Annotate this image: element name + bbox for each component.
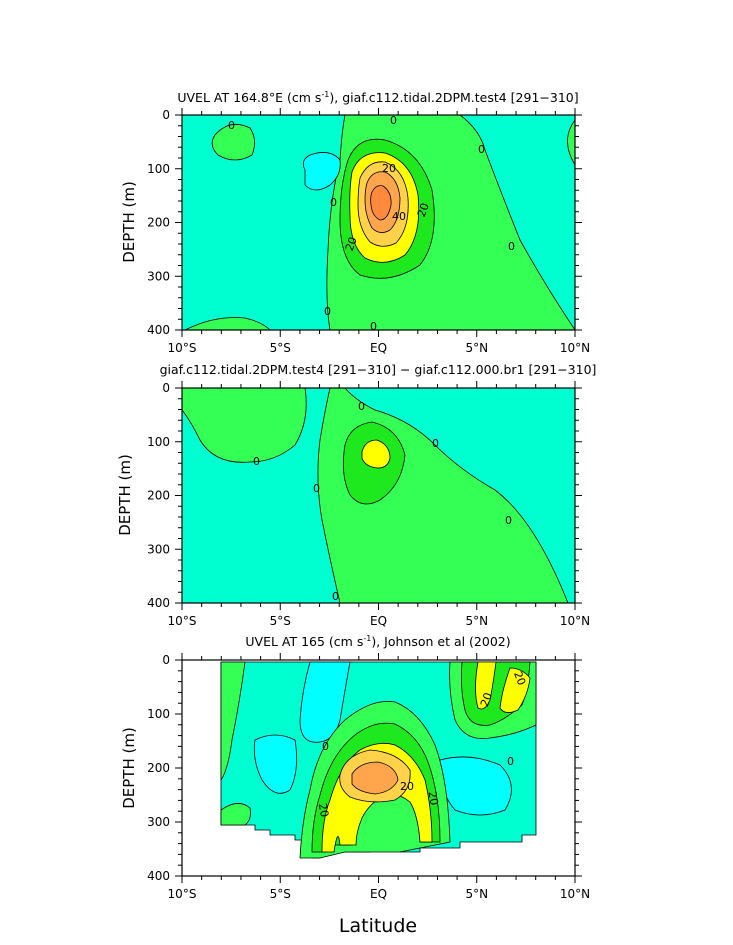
x-tick-label: 10°N	[560, 341, 590, 355]
panel-1-title: UVEL AT 164.8°E (cm s-1), giaf.c112.tida…	[177, 90, 578, 105]
panel-1-contours	[182, 115, 575, 330]
p3-clabel: 0	[507, 755, 514, 768]
p2-clabel: 0	[432, 437, 439, 450]
panel-1: UVEL AT 164.8°E (cm s-1), giaf.c112.tida…	[120, 90, 590, 355]
y-tick-label: 100	[147, 435, 170, 449]
p3-clabel: 20	[425, 790, 440, 806]
p3-clabel: 20	[400, 780, 414, 793]
p3-fill-yellow-right-arm-2	[499, 667, 531, 713]
p1-clabel: 0	[228, 119, 235, 132]
y-tick-label: 100	[147, 707, 170, 721]
panel-3: UVEL AT 165 (cm s-1), Johnson et al (200…	[120, 634, 590, 937]
p3-clabel: 20	[316, 802, 331, 818]
p1-clabel: 20	[343, 235, 360, 253]
x-tick-label: 10°N	[560, 887, 590, 901]
x-tick-label: 10°S	[168, 887, 197, 901]
panel-1-contour-labels: 0 0 0 0 0 0 0 20 20 40 20	[228, 114, 515, 333]
x-tick-label: 5°S	[270, 887, 291, 901]
panel-2-contour-labels: 0 0 0 0 0 0	[253, 400, 512, 603]
x-tick-label: 5°N	[465, 614, 488, 628]
p1-clabel: 20	[382, 162, 396, 175]
p3-fill-cyan-2	[253, 734, 298, 794]
x-tick-label: 5°N	[465, 887, 488, 901]
panel-2-title: giaf.c112.tidal.2DPM.test4 [291−310] − g…	[160, 362, 597, 377]
p1-clabel: 20	[415, 201, 432, 219]
panel-3-xlabel: Latitude	[339, 915, 417, 937]
panel-2: giaf.c112.tidal.2DPM.test4 [291−310] − g…	[116, 362, 596, 628]
y-tick-label: 0	[162, 653, 170, 667]
p2-clabel: 0	[358, 400, 365, 413]
y-tick-label: 300	[147, 269, 170, 283]
y-tick-label: 300	[147, 542, 170, 556]
panel-3-ylabel: DEPTH (m)	[120, 727, 138, 809]
p1-clabel: 0	[324, 305, 331, 318]
p1-clabel: 0	[390, 114, 397, 127]
p1-clabel: 0	[370, 320, 377, 333]
panel-2-axes: 10°S 5°S EQ 5°N 10°N 0 100 200 300 400	[147, 381, 590, 628]
p3-fill-green-bottom-left	[220, 803, 251, 826]
p3-clabel: 20	[511, 670, 528, 688]
p3-fill-cyan-1	[299, 661, 351, 743]
y-tick-label: 300	[147, 815, 170, 829]
p2-clabel: 0	[332, 590, 339, 603]
panel-3-title: UVEL AT 165 (cm s-1), Johnson et al (200…	[245, 634, 510, 649]
y-tick-label: 100	[147, 162, 170, 176]
y-tick-label: 200	[147, 489, 170, 503]
p3-clabel: 20	[478, 691, 495, 709]
x-tick-label: EQ	[370, 341, 387, 355]
x-tick-label: EQ	[370, 614, 387, 628]
p3-fill-orange-core	[351, 761, 399, 795]
panel-3-contour-labels: 0 20 20 20 20 20 0	[316, 670, 528, 819]
y-tick-label: 200	[147, 761, 170, 775]
panel-2-ylabel: DEPTH (m)	[116, 454, 134, 536]
panel-1-ylabel: DEPTH (m)	[120, 181, 138, 263]
y-tick-label: 0	[162, 381, 170, 395]
p1-clabel: 0	[330, 196, 337, 209]
x-tick-label: 5°S	[270, 614, 291, 628]
p2-clabel: 0	[253, 455, 260, 468]
panel-3-contours	[220, 661, 537, 859]
p1-clabel: 0	[478, 143, 485, 156]
p3-fill-green-left-strip	[220, 661, 246, 782]
p2-clabel: 0	[313, 482, 320, 495]
panel-2-contours	[182, 388, 575, 603]
x-tick-label: 10°S	[168, 341, 197, 355]
p1-fill-cyan-patch	[302, 152, 341, 191]
x-tick-label: EQ	[370, 887, 387, 901]
p2-fill-green-left	[182, 388, 307, 463]
x-tick-label: 5°N	[465, 341, 488, 355]
p2-fill-yellow-20	[361, 439, 391, 469]
y-tick-label: 400	[147, 869, 170, 883]
y-tick-label: 400	[147, 596, 170, 610]
p3-fill-yellow-right-arm	[475, 661, 497, 710]
y-tick-label: 400	[147, 323, 170, 337]
p3-clabel: 0	[322, 740, 329, 753]
x-tick-label: 10°S	[168, 614, 197, 628]
p2-clabel: 0	[505, 514, 512, 527]
p1-fill-darkorange-60	[370, 185, 392, 221]
p1-fill-green-lower-left	[184, 317, 271, 330]
p1-clabel: 0	[508, 240, 515, 253]
x-tick-label: 5°S	[270, 341, 291, 355]
p1-clabel: 40	[392, 210, 406, 223]
x-tick-label: 10°N	[560, 614, 590, 628]
y-tick-label: 200	[147, 216, 170, 230]
p1-fill-green-upper-left	[211, 123, 255, 161]
y-tick-label: 0	[162, 108, 170, 122]
